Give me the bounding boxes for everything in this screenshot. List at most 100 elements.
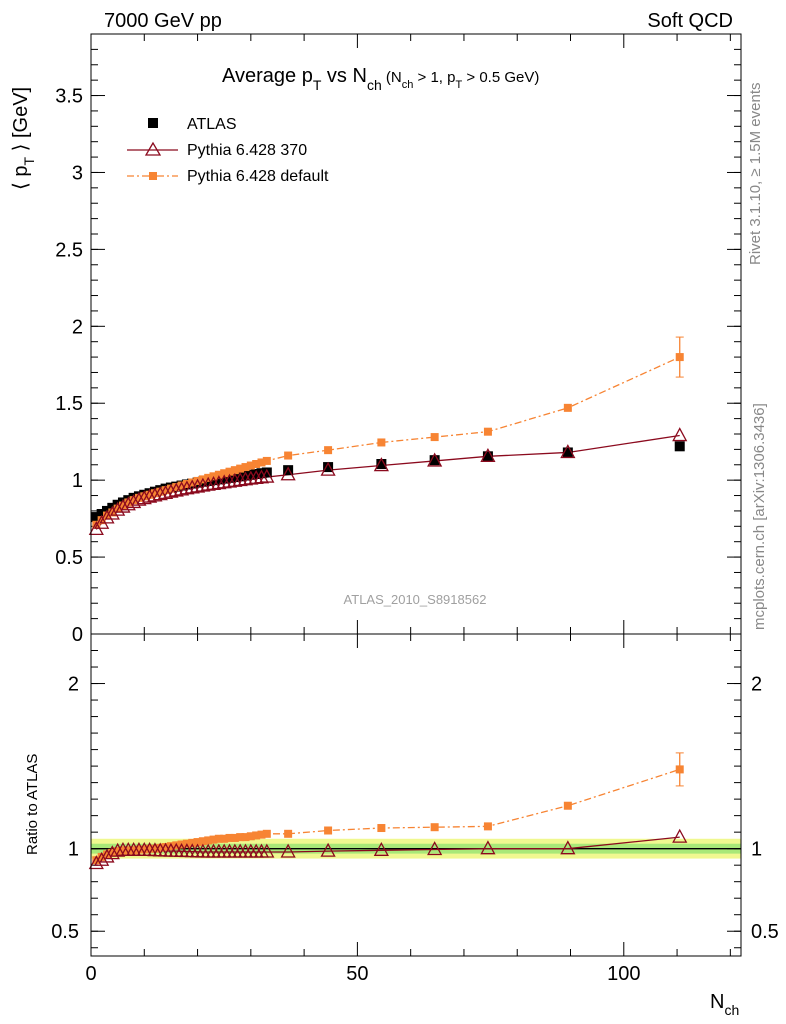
data-point-pythia-370 bbox=[179, 480, 195, 495]
data-point-pythia-default bbox=[225, 467, 234, 476]
watermark: ATLAS_2010_S8918562 bbox=[344, 592, 487, 607]
ratio-point-pythia-default bbox=[220, 834, 229, 843]
ratio-point-pythia-default bbox=[230, 833, 239, 842]
data-point-pythia-370 bbox=[560, 444, 576, 459]
data-point-atlas bbox=[224, 472, 235, 483]
ratio-point-pythia-default bbox=[225, 833, 234, 842]
data-point-pythia-370 bbox=[110, 501, 126, 516]
data-point-pythia-default bbox=[236, 464, 245, 473]
y-axis-label-main: ⟨ pT ⟩ [GeV] bbox=[10, 87, 37, 190]
ratio-point-pythia-370 bbox=[672, 828, 688, 843]
data-point-pythia-default bbox=[214, 470, 223, 479]
data-point-pythia-370 bbox=[163, 483, 179, 498]
legend: ATLAS Pythia 6.428 370 Pythia 6.428 defa… bbox=[127, 116, 329, 185]
data-point-pythia-default bbox=[257, 458, 266, 467]
ratio-point-pythia-default bbox=[129, 846, 138, 855]
data-point-atlas bbox=[219, 473, 230, 484]
data-point-atlas bbox=[245, 469, 256, 480]
ratio-point-pythia-default bbox=[102, 850, 111, 859]
y-tick-label: 0.5 bbox=[55, 547, 83, 569]
y-tick-label: 2.5 bbox=[55, 239, 83, 261]
ratio-y-tick-label-right: 0.5 bbox=[751, 921, 779, 943]
data-point-pythia-370 bbox=[104, 505, 120, 520]
data-point-pythia-370 bbox=[205, 475, 222, 490]
data-point-pythia-370 bbox=[136, 490, 152, 505]
ratio-point-pythia-370 bbox=[427, 841, 443, 856]
data-point-pythia-370 bbox=[373, 457, 389, 472]
data-point-pythia-370 bbox=[115, 498, 131, 513]
data-point-pythia-default bbox=[483, 427, 492, 436]
data-point-pythia-370 bbox=[184, 479, 200, 494]
ratio-point-pythia-default bbox=[134, 845, 143, 854]
data-point-pythia-default bbox=[172, 483, 181, 492]
data-point-atlas bbox=[323, 462, 334, 473]
header-left: 7000 GeV pp bbox=[104, 10, 222, 32]
data-point-pythia-370 bbox=[216, 474, 232, 489]
data-point-atlas bbox=[376, 459, 387, 469]
ratio-point-pythia-default bbox=[483, 822, 492, 831]
data-point-pythia-370 bbox=[152, 486, 168, 501]
ratio-point-pythia-default bbox=[124, 846, 133, 855]
ratio-point-pythia-default bbox=[198, 837, 207, 846]
data-point-pythia-370 bbox=[131, 491, 147, 506]
data-point-atlas bbox=[429, 455, 440, 466]
ratio-point-pythia-default bbox=[324, 826, 333, 835]
data-point-pythia-default bbox=[134, 493, 143, 502]
data-point-pythia-370 bbox=[221, 473, 238, 488]
legend-pdefault-marker bbox=[149, 172, 157, 180]
data-point-pythia-370 bbox=[173, 481, 190, 496]
ratio-y-tick-label-right: 1 bbox=[751, 839, 762, 861]
data-point-pythia-370 bbox=[480, 447, 496, 462]
data-point-pythia-default bbox=[156, 487, 165, 496]
data-point-pythia-default bbox=[262, 456, 271, 465]
ratio-point-pythia-370 bbox=[99, 848, 115, 863]
data-point-atlas bbox=[240, 470, 251, 481]
ratio-point-pythia-default bbox=[145, 844, 154, 853]
data-point-atlas bbox=[213, 474, 224, 485]
data-point-pythia-default bbox=[252, 460, 261, 468]
ratio-point-pythia-default bbox=[188, 838, 197, 847]
y-tick-label: 1 bbox=[72, 470, 83, 492]
data-point-pythia-370 bbox=[672, 427, 688, 442]
ratio-point-pythia-default bbox=[166, 842, 175, 851]
data-point-pythia-default bbox=[230, 466, 239, 475]
ratio-frame bbox=[90, 633, 742, 957]
ratio-point-pythia-default bbox=[204, 836, 213, 845]
y-tick-label: 2 bbox=[72, 316, 83, 338]
x-tick-label: 100 bbox=[607, 963, 640, 985]
ratio-point-pythia-default bbox=[209, 835, 218, 844]
data-point-pythia-370 bbox=[259, 468, 275, 483]
data-point-pythia-370 bbox=[142, 488, 158, 503]
data-point-pythia-default bbox=[129, 496, 138, 505]
series-line-pythia-default bbox=[95, 356, 680, 526]
ratio-point-pythia-370 bbox=[560, 840, 576, 855]
main-panel: 0 0.5 1 1.5 2 2.5 3 3.5 ATLAS_2010_S8918562 Ave… bbox=[55, 33, 742, 646]
x-axis-label: Nch bbox=[710, 991, 739, 1018]
ratio-point-pythia-370 bbox=[280, 843, 296, 858]
ratio-y-tick-label: 0.5 bbox=[51, 921, 79, 943]
data-point-pythia-default bbox=[118, 501, 127, 510]
data-point-pythia-default bbox=[377, 438, 386, 447]
data-point-pythia-default bbox=[284, 451, 293, 460]
ratio-point-pythia-default bbox=[284, 829, 293, 838]
data-point-pythia-370 bbox=[320, 461, 336, 476]
data-point-pythia-default bbox=[145, 490, 154, 499]
ratio-point-pythia-default bbox=[118, 846, 127, 855]
legend-atlas-label: ATLAS bbox=[187, 116, 237, 133]
data-point-atlas bbox=[91, 512, 102, 523]
ratio-point-pythia-default bbox=[193, 838, 202, 847]
data-point-atlas bbox=[235, 471, 246, 482]
data-point-pythia-370 bbox=[157, 485, 174, 500]
ratio-point-pythia-default bbox=[257, 830, 266, 839]
y-tick-label: 3.5 bbox=[55, 86, 83, 108]
ratio-point-pythia-default bbox=[156, 843, 165, 852]
ratio-y-tick-label-right: 2 bbox=[751, 674, 762, 696]
data-point-pythia-370 bbox=[211, 475, 227, 490]
y-tick-label: 1.5 bbox=[55, 393, 83, 415]
x-tick-label: 0 bbox=[85, 963, 96, 985]
data-point-pythia-370 bbox=[280, 466, 296, 481]
data-point-pythia-370 bbox=[126, 494, 142, 509]
legend-p370-label: Pythia 6.428 370 bbox=[187, 142, 307, 159]
y-tick-label: 0 bbox=[72, 624, 83, 646]
